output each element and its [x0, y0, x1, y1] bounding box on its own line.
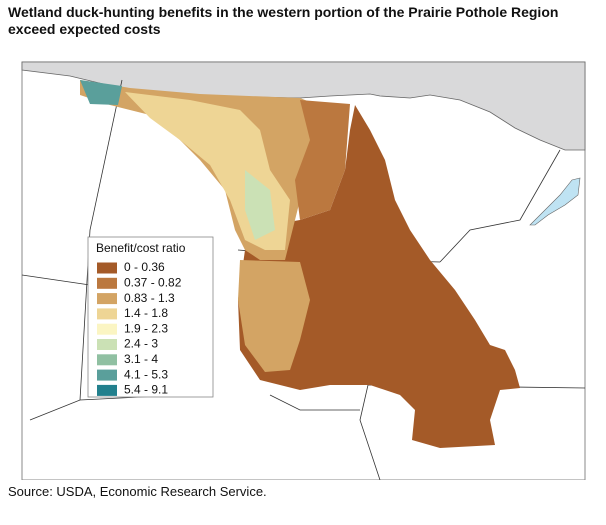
- legend-swatch: [97, 277, 117, 289]
- map-title: Wetland duck-hunting benefits in the wes…: [8, 4, 559, 37]
- region: [80, 80, 520, 448]
- legend-label: 1.9 - 2.3: [124, 321, 168, 335]
- legend-label: 5.4 - 9.1: [124, 383, 168, 397]
- source: Source: USDA, Economic Research Service.: [8, 484, 267, 499]
- legend-swatch: [97, 339, 117, 350]
- legend-swatch: [97, 354, 117, 366]
- legend-label: 0.37 - 0.82: [124, 275, 182, 289]
- legend-swatch: [97, 323, 117, 335]
- legend-swatch: [97, 293, 117, 305]
- lake: [529, 177, 581, 226]
- legend: Benefit/cost ratio 0 - 0.360.37 - 0.82 0.…: [87, 236, 214, 398]
- legend-swatch: [97, 262, 117, 274]
- legend-label: 2.4 - 3: [124, 337, 158, 351]
- legend-label: 3.1 - 4: [124, 352, 158, 366]
- legend-swatch: [97, 384, 117, 396]
- legend-label: 1.4 - 1.8: [124, 306, 168, 320]
- legend-title: Benefit/cost ratio: [96, 241, 186, 255]
- map: Benefit/cost ratio 0 - 0.360.37 - 0.82 0.…: [21, 61, 586, 480]
- legend-label: 0 - 0.36: [124, 260, 165, 274]
- legend-label: 0.83 - 1.3: [124, 291, 175, 305]
- legend-label: 4.1 - 5.3: [124, 367, 168, 381]
- legend-swatch: [97, 369, 117, 381]
- legend-swatch: [97, 308, 117, 320]
